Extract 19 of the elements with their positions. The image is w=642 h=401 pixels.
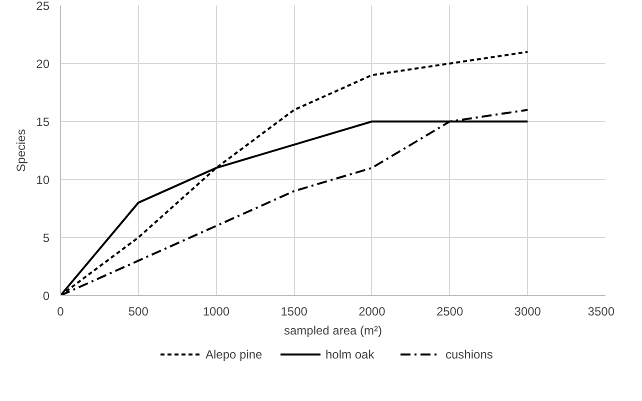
y-tick-label: 10: [36, 173, 50, 187]
y-tick-label: 15: [36, 115, 50, 129]
y-tick-label: 25: [36, 0, 50, 13]
y-tick-label: 5: [42, 231, 50, 245]
x-tick-label: 3500: [588, 304, 615, 318]
x-tick-label: 0: [57, 304, 64, 318]
y-tick-label: 0: [42, 289, 50, 303]
x-tick-label: 500: [128, 304, 149, 318]
x-axis-title: sampled area (m²): [284, 324, 382, 338]
y-tick-label: 20: [36, 57, 50, 71]
x-tick-label: 2500: [436, 304, 464, 318]
legend-label: cushions: [446, 348, 493, 362]
x-tick-label: 2000: [358, 304, 386, 318]
y-axis-title: Species: [14, 129, 28, 172]
legend-label: holm oak: [326, 348, 376, 362]
x-tick-label: 1000: [202, 304, 230, 318]
x-tick-label: 3000: [514, 304, 542, 318]
x-tick-label: 1500: [280, 304, 308, 318]
legend-label: Alepo pine: [206, 348, 263, 362]
